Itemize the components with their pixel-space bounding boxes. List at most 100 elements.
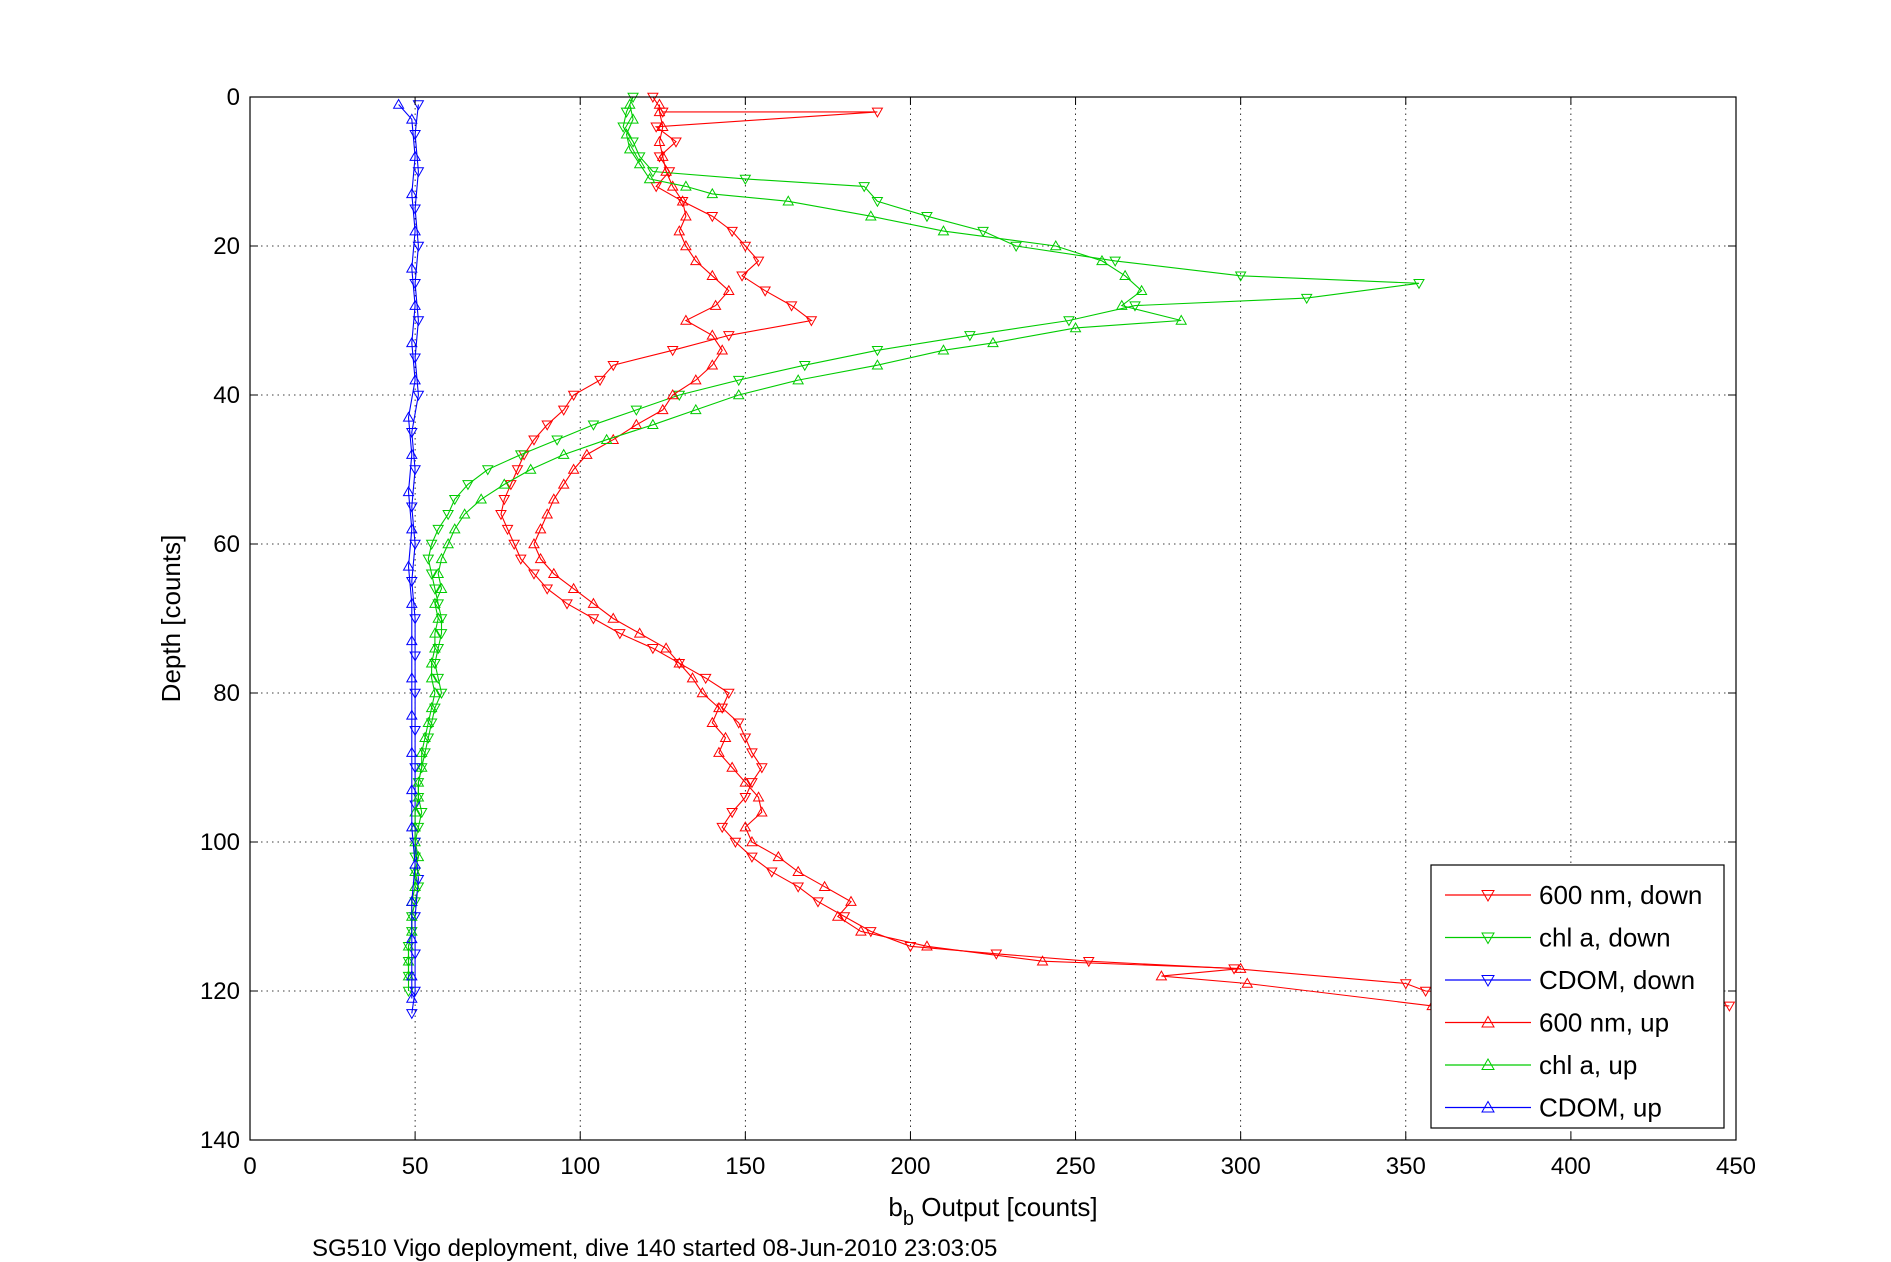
data-point [716, 703, 729, 714]
data-point [432, 673, 445, 685]
data-point [739, 821, 752, 832]
data-point [673, 225, 686, 236]
data-point [686, 672, 699, 683]
data-point [864, 210, 877, 221]
data-point [481, 465, 494, 476]
data-point [623, 98, 636, 109]
data-point [1036, 955, 1049, 966]
data-point [425, 672, 438, 683]
legend-entry: chl a, down [1539, 923, 1671, 953]
data-point [689, 403, 702, 415]
data-point [752, 791, 765, 802]
y-tick-label: 120 [200, 978, 240, 1005]
series-cdom-up [392, 98, 421, 1003]
data-point [567, 390, 580, 402]
data-point [551, 435, 563, 446]
data-point [1234, 271, 1247, 282]
data-point [746, 748, 758, 759]
data-point [1069, 321, 1082, 333]
data-point [736, 271, 748, 282]
data-point [739, 241, 752, 253]
x-tick-label: 400 [1551, 1153, 1591, 1180]
data-point [1300, 293, 1313, 305]
data-point [627, 92, 639, 104]
data-point [405, 970, 418, 981]
data-point [405, 821, 418, 832]
data-point [412, 778, 425, 789]
axis-ticks: 0 50 100 150 200 250 300 350 400 450 0 20 40 60 80 100 1… [200, 84, 1756, 1180]
data-point [429, 597, 441, 608]
data-point [567, 582, 580, 593]
data-point [673, 657, 686, 668]
data-point [419, 731, 431, 742]
data-point [475, 493, 488, 504]
data-point [921, 211, 933, 223]
data-point [412, 850, 425, 862]
data-point [587, 597, 600, 608]
data-point [627, 137, 639, 148]
legend-marker-sample [1481, 890, 1495, 903]
legend-entry: 600 nm, down [1539, 880, 1702, 910]
data-point [409, 539, 421, 551]
data-point [501, 524, 514, 536]
data-point [613, 629, 626, 640]
data-point [435, 582, 448, 593]
data-point [752, 256, 765, 267]
data-point [666, 180, 679, 191]
data-point [432, 644, 445, 655]
series-line [500, 96, 1730, 1007]
data-point [746, 835, 758, 847]
data-point [409, 225, 421, 236]
data-point [405, 709, 418, 720]
data-point [547, 493, 560, 504]
legend-marker-sample [1481, 1100, 1495, 1113]
data-point [653, 152, 666, 163]
data-point [409, 897, 421, 908]
data-point [647, 92, 659, 104]
data-point [1155, 970, 1168, 981]
data-point [964, 331, 976, 342]
data-point [429, 642, 441, 653]
data-point [415, 761, 428, 772]
data-point [409, 279, 421, 290]
data-point [739, 733, 752, 744]
data-point [547, 567, 560, 579]
data-point [429, 703, 441, 714]
data-point [600, 433, 613, 444]
data-point [541, 508, 554, 519]
data-point [412, 316, 425, 327]
data-point [524, 463, 537, 474]
data-point [630, 405, 643, 416]
data-point [1399, 979, 1412, 990]
data-point [405, 448, 418, 459]
data-point [706, 716, 719, 728]
data-point [937, 225, 950, 236]
data-point [739, 174, 752, 185]
data-point [643, 172, 656, 184]
data-point [409, 688, 421, 700]
data-point [402, 986, 415, 998]
data-point [670, 137, 682, 148]
y-tick-label: 140 [200, 1127, 240, 1154]
series-line [411, 104, 419, 1014]
data-point [448, 523, 461, 534]
data-point [607, 612, 620, 623]
data-point [392, 98, 405, 109]
data-point [412, 167, 425, 178]
data-point [656, 150, 669, 161]
data-point [409, 130, 421, 141]
legend-marker-sample [1481, 932, 1495, 945]
data-point [402, 940, 415, 951]
x-tick-label: 150 [725, 1153, 765, 1180]
data-point [656, 120, 669, 132]
data-point [432, 612, 445, 623]
data-point [805, 316, 818, 327]
x-tick-label: 350 [1386, 1153, 1426, 1180]
data-point [498, 478, 511, 489]
data-point [759, 286, 772, 297]
data-point [739, 793, 752, 804]
data-point [528, 569, 540, 580]
data-point [706, 187, 719, 199]
plot-area-frame [249, 96, 1737, 1141]
data-point [871, 197, 884, 208]
